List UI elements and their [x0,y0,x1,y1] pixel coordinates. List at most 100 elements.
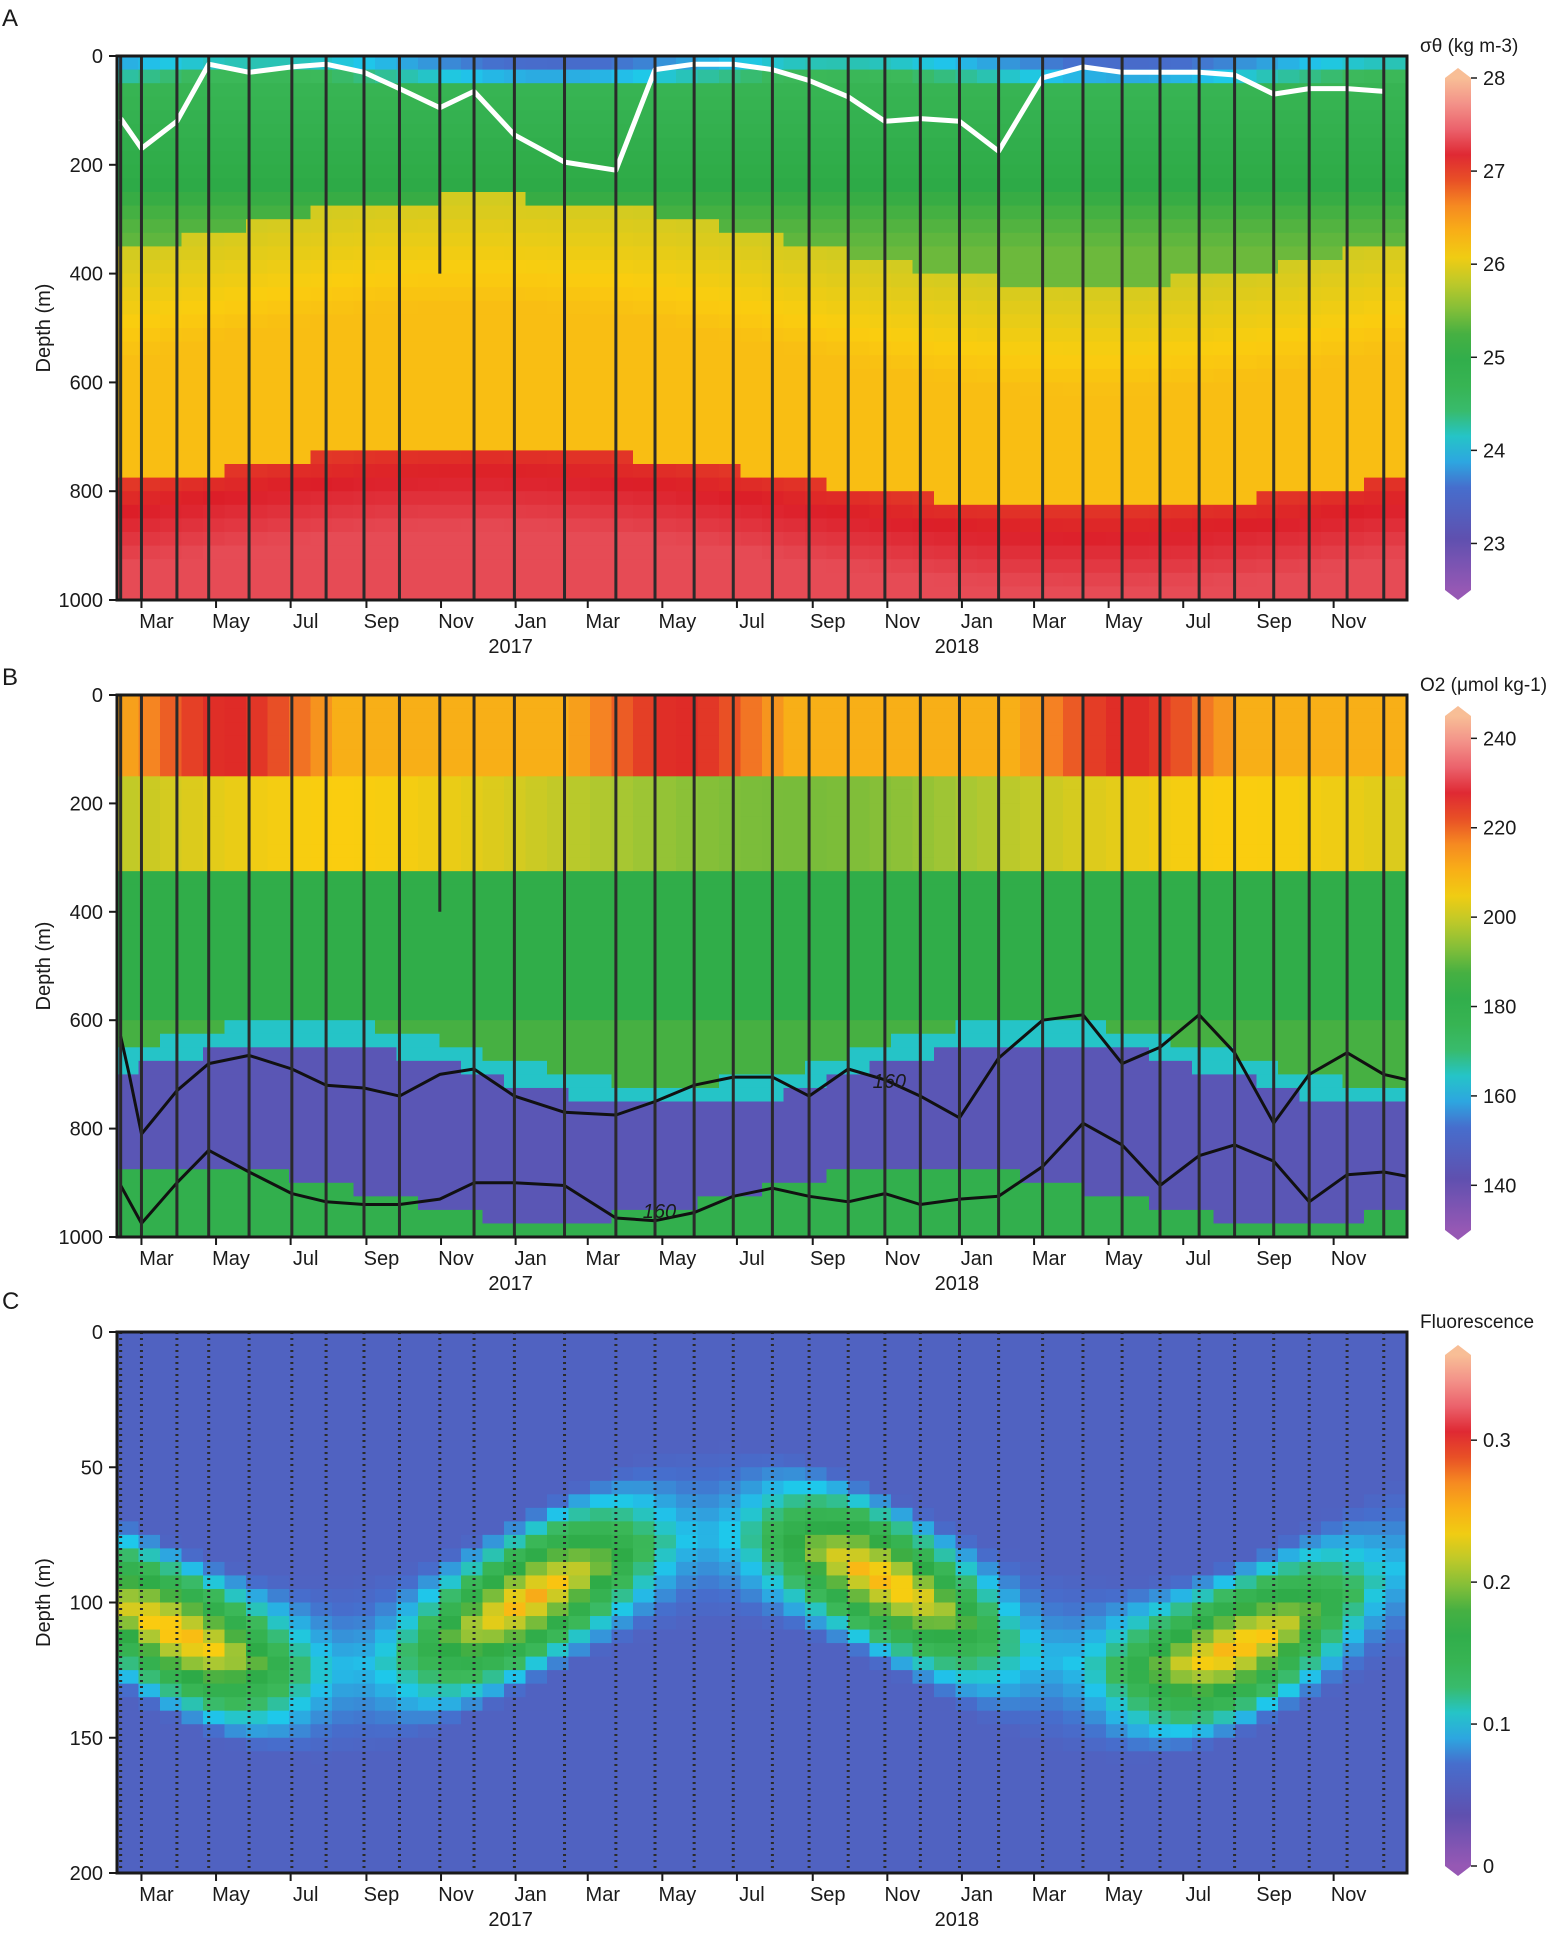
heatmap-cell [998,952,1021,967]
heatmap-cell [439,559,462,574]
heatmap-cell [568,1142,591,1157]
heatmap-cell [1213,219,1236,234]
heatmap-cell [289,911,312,926]
heatmap-cell [396,219,419,234]
heatmap-cell [826,844,849,859]
heatmap-cell [1084,816,1107,832]
heatmap-cell [1385,423,1408,438]
heatmap-cell [246,884,269,899]
x-tick-label: Nov [438,1248,474,1270]
heatmap-cell [590,1101,613,1116]
heatmap-cell [418,1223,441,1238]
heatmap-cell [783,1074,806,1089]
heatmap-cell [310,871,333,886]
heatmap-cell [1235,491,1258,506]
heatmap-cell [439,69,462,84]
heatmap-cell [525,124,548,139]
heatmap-cell [461,219,484,234]
heatmap-cell [869,532,892,547]
heatmap-cell [697,1169,720,1184]
heatmap-cell [719,789,742,804]
heatmap-cell [697,1155,720,1170]
heatmap-cell [1063,518,1086,533]
heatmap-cell [1364,164,1387,179]
heatmap-cell [439,164,462,179]
heatmap-cell [1063,368,1086,383]
heatmap-cell [1256,192,1279,207]
heatmap-cell [955,178,978,193]
heatmap-cell [633,816,656,832]
heatmap-cell [955,192,978,207]
heatmap-cell [869,219,892,234]
panel-letter-c: C [2,1288,19,1315]
heatmap-cell [482,205,505,220]
heatmap-cell [1127,164,1150,179]
heatmap-cell [482,803,505,818]
heatmap-cell [1278,328,1301,343]
heatmap-cell [138,1074,161,1089]
heatmap-cell [676,545,699,560]
heatmap-cell [1364,69,1387,84]
heatmap-cell [1041,110,1064,125]
heatmap-cell [1127,137,1150,152]
heatmap-cell [654,803,677,818]
heatmap-cell [654,124,677,139]
heatmap-cell [1256,518,1279,533]
heatmap-cell [719,1020,742,1035]
heatmap-cell [1020,545,1043,560]
heatmap-cell [1084,749,1107,764]
heatmap-cell [1385,110,1408,125]
heatmap-cell [267,1196,290,1211]
heatmap-cell [1020,871,1043,886]
heatmap-cell [1364,708,1387,723]
heatmap-cell [1321,491,1344,506]
heatmap-cell [1020,1128,1043,1143]
heatmap-cell [891,762,914,777]
heatmap-cell [568,884,591,899]
heatmap-cell [396,844,419,859]
heatmap-cell [1063,884,1086,899]
heatmap-cell [697,722,720,737]
heatmap-cell [310,464,333,479]
heatmap-cell [891,477,914,492]
heatmap-cell [203,966,226,981]
heatmap-cell [676,83,699,98]
heatmap-cell [1084,762,1107,777]
heatmap-cell [1127,368,1150,383]
heatmap-cell [525,708,548,723]
heatmap-cell [1256,803,1279,818]
heatmap-cell [482,409,505,424]
heatmap-cell [955,586,978,601]
heatmap-cell [1106,192,1129,207]
heatmap-cell [891,1182,914,1197]
heatmap-cell [697,464,720,479]
heatmap-cell [826,219,849,234]
heatmap-cell [676,205,699,220]
heatmap-cell [934,491,957,506]
heatmap-cell [1084,776,1107,791]
heatmap-cell [654,1169,677,1184]
heatmap-cell [117,273,140,288]
heatmap-cell [418,830,441,845]
heatmap-cell [525,260,548,275]
heatmap-cell [461,559,484,574]
heatmap-cell [912,816,935,832]
heatmap-cell [203,219,226,234]
heatmap-cell [525,952,548,967]
heatmap-cell [633,857,656,872]
heatmap-cell [977,1182,1000,1197]
heatmap-cell [1364,749,1387,764]
heatmap-cell [246,518,269,533]
heatmap-cell [525,735,548,750]
heatmap-cell [1127,586,1150,601]
heatmap-cell [912,749,935,764]
heatmap-cell [1106,857,1129,872]
heatmap-cell [461,695,484,710]
heatmap-cell [181,1020,204,1035]
heatmap-cell [1127,1087,1150,1103]
heatmap-cell [1170,96,1193,111]
panel-letter-b: B [2,664,18,691]
heatmap-cell [160,1115,183,1130]
heatmap-cell [461,504,484,519]
heatmap-cell [912,368,935,383]
